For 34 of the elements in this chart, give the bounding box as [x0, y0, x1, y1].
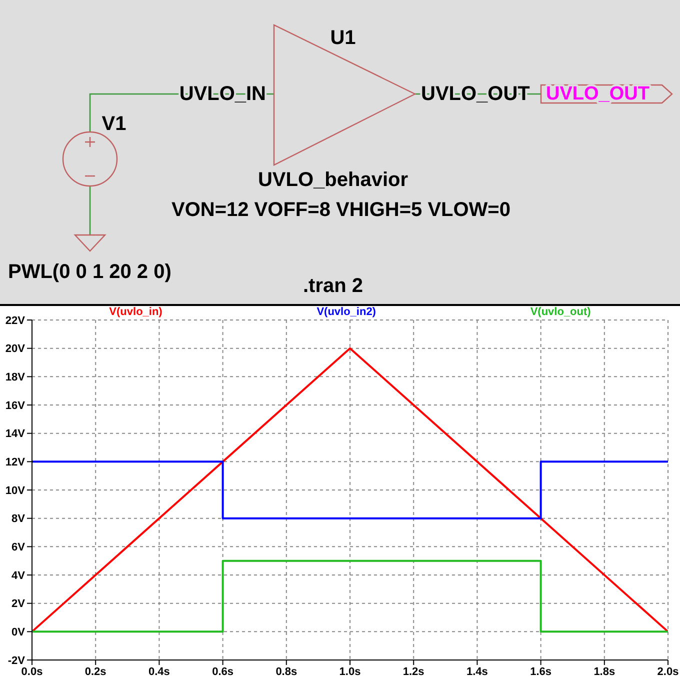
x-tick-label: 0.4s [148, 666, 170, 678]
y-tick-label: 10V [5, 484, 26, 497]
x-tick-label: 0.2s [84, 666, 106, 678]
y-tick-label: 6V [12, 542, 26, 554]
text: V(uvlo_in) [109, 306, 162, 320]
x-tick-label: 0.8s [276, 666, 298, 678]
y-tick-label: 12V [5, 456, 26, 469]
text: PWL(0 0 1 20 2 0) [8, 261, 172, 283]
text: V(uvlo_in2) [316, 306, 376, 320]
y-tick-label: 8V [12, 513, 26, 526]
x-tick-label: 1.6s [530, 666, 552, 678]
x-tick-label: 0.0s [21, 666, 43, 678]
text: V(uvlo_out) [530, 306, 591, 320]
y-tick-label: 4V [12, 570, 26, 582]
text: UVLO_behavior [258, 169, 408, 191]
y-tick-label: -2V [8, 654, 26, 667]
y-tick-label: 2V [12, 598, 26, 610]
y-tick-label: 18V [5, 372, 26, 384]
text: VON=12 VOFF=8 VHIGH=5 VLOW=0 [171, 199, 511, 221]
text: .tran 2 [302, 275, 364, 297]
y-tick-label: 14V [5, 428, 26, 440]
y-tick-label: 20V [5, 343, 26, 356]
y-tick-label: 22V [5, 314, 26, 327]
y-tick-label: 16V [5, 400, 26, 412]
x-tick-label: 1.2s [402, 666, 424, 678]
x-tick-label: 2.0s [657, 666, 679, 678]
x-tick-label: 1.4s [466, 666, 488, 678]
text: U1 [330, 27, 356, 49]
text: UVLO_OUT [546, 84, 650, 104]
text: V1 [102, 113, 126, 135]
x-tick-label: 1.8s [594, 666, 616, 678]
y-tick-label: 0V [12, 626, 26, 639]
x-tick-label: 1.0s [339, 666, 361, 678]
x-tick-label: 0.6s [212, 666, 234, 678]
